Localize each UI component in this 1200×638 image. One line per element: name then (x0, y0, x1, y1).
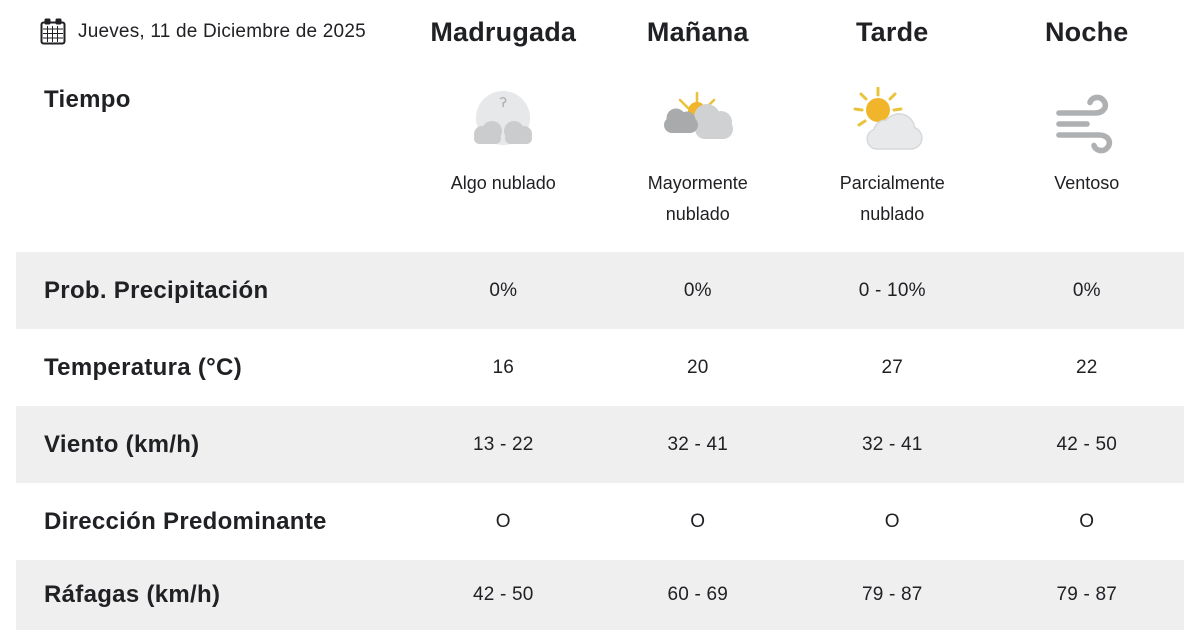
weather-caption: Ventoso (1054, 173, 1120, 193)
moon-clouds-icon (465, 82, 541, 162)
cell-value: O (884, 510, 900, 532)
cell-value: 32 - 41 (861, 433, 923, 455)
date-label: Jueves, 11 de Diciembre de 2025 (78, 21, 366, 42)
table-row-direccion: Dirección Predominante O O O O (16, 483, 1184, 560)
cell-value: 42 - 50 (472, 584, 534, 605)
weather-cell-noche: Ventoso (990, 64, 1185, 199)
row-label: Ráfagas (km/h) (44, 581, 221, 608)
period-header-tarde: Tarde (855, 16, 929, 47)
weather-forecast-table: Jueves, 11 de Diciembre de 2025 Madrugad… (16, 0, 1184, 630)
weather-cell-tarde: Parcialmente nublado (795, 64, 990, 229)
cell-value: O (690, 510, 706, 532)
row-label: Dirección Predominante (44, 507, 327, 535)
cell-value: 79 - 87 (1056, 584, 1118, 605)
weather-caption: Parcialmente nublado (839, 173, 945, 224)
cell-value: 60 - 69 (667, 584, 729, 605)
row-label: Prob. Precipitación (44, 276, 269, 304)
row-label-tiempo: Tiempo (44, 86, 131, 113)
table-row-rafagas: Ráfagas (km/h) 42 - 50 60 - 69 79 - 87 7… (16, 560, 1184, 630)
cell-value: 20 (686, 356, 709, 378)
table-row-temperatura: Temperatura (°C) 16 20 27 22 (16, 329, 1184, 406)
weather-caption: Mayormente nublado (647, 173, 748, 224)
date-header: Jueves, 11 de Diciembre de 2025 (16, 17, 406, 47)
cell-value: O (495, 510, 511, 532)
table-header-row: Jueves, 11 de Diciembre de 2025 Madrugad… (16, 0, 1184, 64)
sun-behind-clouds-icon (655, 82, 741, 162)
cell-value: 13 - 22 (472, 433, 534, 455)
row-label: Viento (km/h) (44, 430, 200, 458)
period-header-noche: Noche (1044, 16, 1129, 47)
weather-caption: Algo nublado (450, 173, 556, 193)
period-header-manana: Mañana (646, 16, 749, 47)
row-label: Temperatura (°C) (44, 353, 242, 381)
cell-value: 79 - 87 (861, 584, 923, 605)
calendar-icon (38, 17, 68, 47)
wind-icon (1053, 82, 1121, 162)
cell-value: 0 - 10% (858, 279, 926, 301)
cell-value: 32 - 41 (667, 433, 729, 455)
table-row-viento: Viento (km/h) 13 - 22 32 - 41 32 - 41 42… (16, 406, 1184, 483)
table-row-precipitacion: Prob. Precipitación 0% 0% 0 - 10% 0% (16, 252, 1184, 329)
weather-cell-madrugada: Algo nublado (406, 64, 601, 199)
cell-value: 22 (1075, 356, 1098, 378)
cell-value: 0% (1072, 279, 1101, 301)
cell-value: O (1079, 510, 1095, 532)
weather-cell-manana: Mayormente nublado (601, 64, 796, 229)
period-header-madrugada: Madrugada (430, 16, 577, 47)
cell-value: 16 (492, 356, 515, 378)
cell-value: 42 - 50 (1056, 433, 1118, 455)
cell-value: 27 (881, 356, 904, 378)
sun-cloud-icon (849, 82, 935, 162)
table-row-tiempo: Tiempo Algo (16, 64, 1184, 252)
cell-value: 0% (683, 279, 712, 301)
cell-value: 0% (489, 279, 518, 301)
